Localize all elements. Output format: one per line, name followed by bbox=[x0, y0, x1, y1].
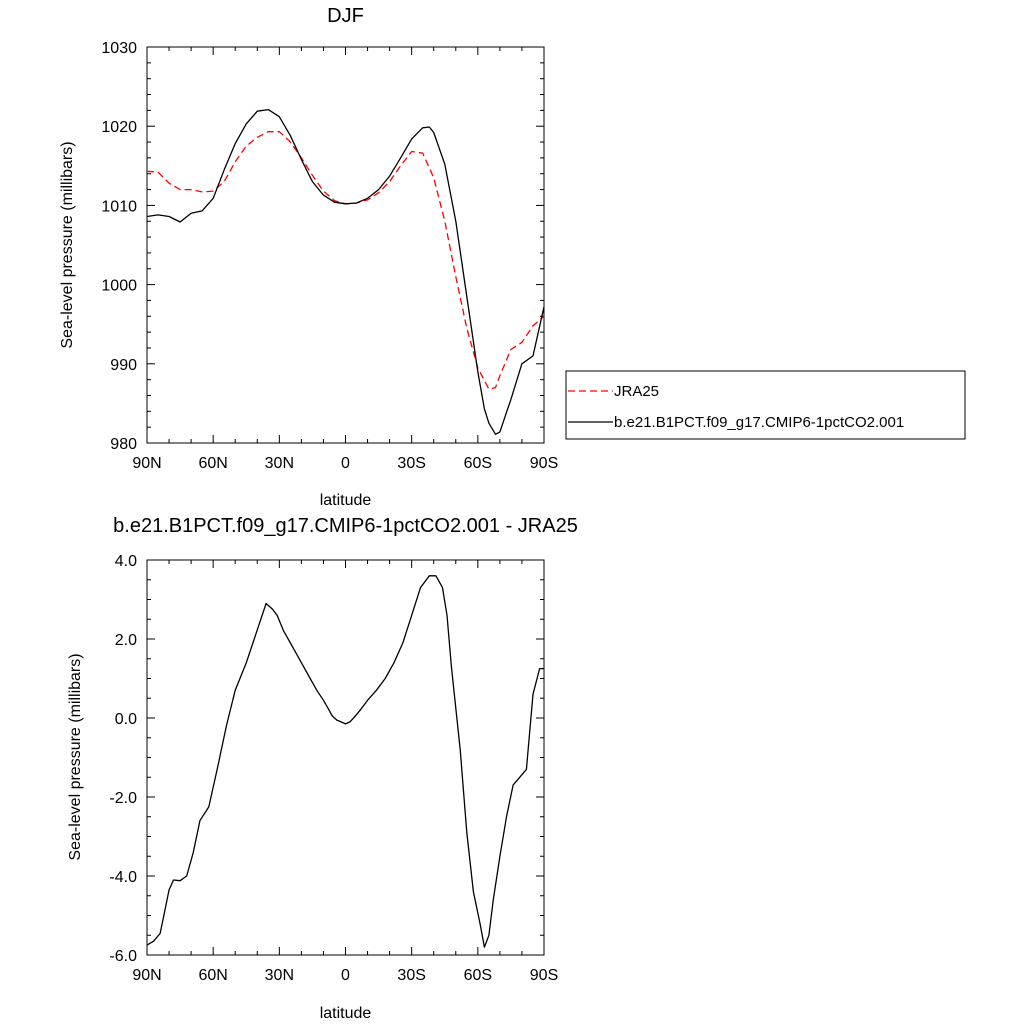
y-axis-label: Sea-level pressure (millibars) bbox=[59, 141, 76, 348]
x-tick-label: 90N bbox=[132, 967, 161, 984]
x-tick-label: 30S bbox=[397, 967, 425, 984]
y-tick-label: 990 bbox=[110, 357, 137, 374]
y-axis-label: Sea-level pressure (millibars) bbox=[67, 653, 84, 860]
y-tick-label: 1010 bbox=[101, 198, 137, 215]
y-tick-label: 2.0 bbox=[115, 632, 137, 649]
series-lines bbox=[146, 108, 545, 435]
y-tick-label: 1000 bbox=[101, 278, 137, 295]
y-tick-label: 1020 bbox=[101, 119, 137, 136]
series-line-model bbox=[146, 108, 545, 435]
series-line-jra25 bbox=[146, 131, 545, 390]
x-tick-label: 60N bbox=[198, 455, 227, 472]
y-tick-labels: -6.0 -4.0 -2.0 0.0 2.0 4.0 bbox=[109, 553, 137, 965]
legend: JRA25 b.e21.B1PCT.f09_g17.CMIP6-1pctCO2.… bbox=[565, 370, 966, 440]
plot-area bbox=[146, 46, 545, 444]
x-tick-label: 30S bbox=[397, 455, 425, 472]
x-tick-label: 60S bbox=[464, 455, 492, 472]
y-tick-label: 980 bbox=[110, 436, 137, 453]
legend-box bbox=[565, 370, 966, 440]
x-axis-label: latitude bbox=[320, 1005, 372, 1022]
x-tick-labels: 90N 60N 30N 0 30S 60S 90S bbox=[132, 967, 558, 984]
chart-title: b.e21.B1PCT.f09_g17.CMIP6-1pctCO2.001 - … bbox=[113, 515, 578, 537]
x-tick-label: 90S bbox=[530, 455, 558, 472]
x-tick-label: 0 bbox=[341, 967, 350, 984]
legend-label-jra25: JRA25 bbox=[614, 383, 659, 400]
djf-panel: DJF 980 990 1000 1010 1020 1030 90N 60N 30N 0 30S… bbox=[59, 5, 558, 509]
x-tick-label: 30N bbox=[265, 967, 294, 984]
difference-panel: b.e21.B1PCT.f09_g17.CMIP6-1pctCO2.001 - … bbox=[67, 515, 578, 1022]
y-tick-label: 0.0 bbox=[115, 711, 137, 728]
y-tick-label: -2.0 bbox=[109, 790, 137, 807]
y-tick-label: 4.0 bbox=[115, 553, 137, 570]
series-line-difference bbox=[146, 575, 544, 948]
x-tick-labels: 90N 60N 30N 0 30S 60S 90S bbox=[132, 455, 558, 472]
x-tick-label: 90N bbox=[132, 455, 161, 472]
legend-label-model: b.e21.B1PCT.f09_g17.CMIP6-1pctCO2.001 bbox=[614, 414, 904, 431]
y-tick-label: -4.0 bbox=[109, 869, 137, 886]
x-tick-label: 0 bbox=[341, 455, 350, 472]
tick-marks bbox=[146, 559, 545, 956]
tick-marks bbox=[146, 46, 545, 444]
x-tick-label: 30N bbox=[265, 455, 294, 472]
x-tick-label: 60N bbox=[198, 967, 227, 984]
y-tick-labels: 980 990 1000 1010 1020 1030 bbox=[101, 40, 137, 453]
x-tick-label: 90S bbox=[530, 967, 558, 984]
series-lines bbox=[146, 575, 544, 948]
chart-title: DJF bbox=[327, 5, 364, 27]
y-tick-label: -6.0 bbox=[109, 948, 137, 965]
plot-area bbox=[146, 559, 545, 956]
y-tick-label: 1030 bbox=[101, 40, 137, 57]
x-tick-label: 60S bbox=[464, 967, 492, 984]
x-axis-label: latitude bbox=[320, 492, 372, 509]
